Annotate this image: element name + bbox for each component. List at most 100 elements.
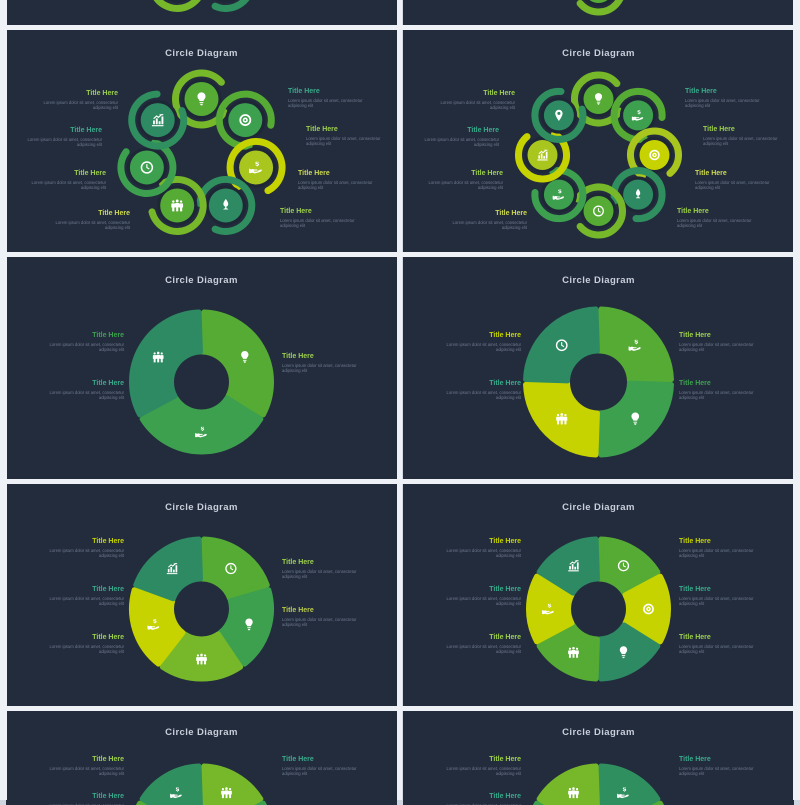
segment-description: Lorem ipsum dolor sit amet, consectetur …	[49, 643, 124, 655]
flower-node-core[interactable]	[584, 0, 614, 3]
donut-segment[interactable]	[200, 763, 264, 805]
chart-bar-icon	[151, 114, 164, 127]
flower-ring-arc	[215, 90, 275, 150]
flower-node[interactable]	[531, 167, 587, 223]
donut-segment[interactable]	[526, 573, 575, 645]
donut-segment[interactable]	[200, 536, 270, 602]
segment-label-block: Title Here Lorem ipsum dolor sit amet, co…	[32, 90, 118, 111]
donut-segment[interactable]	[597, 536, 661, 596]
clock-icon	[617, 560, 630, 572]
hand-money-icon	[195, 426, 207, 438]
flower-node[interactable]	[117, 139, 177, 197]
segment-title: Title Here	[679, 756, 711, 763]
donut-segment[interactable]	[217, 587, 274, 667]
donut-segment[interactable]	[536, 622, 600, 682]
segment-title: Title Here	[92, 756, 124, 763]
flower-node-core[interactable]	[543, 179, 574, 210]
donut-segment[interactable]	[597, 622, 661, 682]
flower-node[interactable]	[610, 87, 666, 143]
panel-r0c1[interactable]: Circle Diagram Title Here Lorem ipsum dolo…	[403, 30, 794, 252]
flower-node[interactable]	[571, 71, 623, 127]
chart-bar-icon	[568, 560, 579, 572]
donut-segment[interactable]	[597, 306, 674, 384]
donut-segment[interactable]	[536, 536, 600, 596]
flower-node[interactable]	[576, 0, 624, 16]
donut-segment[interactable]	[622, 573, 671, 645]
flower-node-gap	[584, 0, 613, 7]
flower-node[interactable]	[172, 69, 228, 129]
segment-label-block: Title Here Lorem ipsum dolor sit amet, co…	[282, 353, 374, 374]
segment-title: Title Here	[92, 332, 124, 339]
flower-node[interactable]	[152, 0, 203, 12]
flower-node[interactable]	[531, 87, 587, 143]
donut-segment[interactable]	[200, 309, 274, 418]
people-icon	[556, 413, 568, 425]
hand-money-icon	[617, 787, 629, 799]
flower-node[interactable]	[610, 167, 666, 223]
panel-r2c1[interactable]: Circle Diagram Title Here Lorem ipsum dolo…	[403, 484, 794, 706]
flower-node-gap	[215, 0, 236, 3]
donut-segment[interactable]	[133, 536, 203, 602]
segment-description: Lorem ipsum dolor sit amet, consectetur …	[703, 135, 778, 147]
flower-node[interactable]	[515, 130, 570, 183]
segment-label-block: Title Here Lorem ipsum dolor sit amet, co…	[16, 127, 102, 148]
donut-segment[interactable]	[129, 587, 186, 667]
flower-node[interactable]	[196, 175, 256, 235]
flower-node[interactable]	[627, 127, 682, 180]
segment-description: Lorem ipsum dolor sit amet, consectetur …	[27, 136, 102, 148]
flower-node[interactable]	[148, 175, 207, 235]
donut-segment[interactable]	[597, 763, 661, 805]
panel-r1c0[interactable]: Circle Diagram Title Here Lorem ipsum dolo…	[6, 257, 397, 479]
flower-node-core[interactable]	[239, 150, 274, 185]
segment-title: Title Here	[282, 353, 314, 360]
segment-title: Title Here	[86, 90, 118, 97]
flower-node[interactable]	[128, 90, 188, 150]
flower-node-core[interactable]	[228, 103, 263, 138]
segment-title: Title Here	[92, 380, 124, 387]
diagram-canvas	[533, 763, 664, 805]
segment-label-block: Title Here Lorem ipsum dolor sit amet, co…	[298, 170, 384, 191]
segment-description: Lorem ipsum dolor sit amet, consectetur …	[55, 219, 130, 231]
panel-r2c0[interactable]: Circle Diagram Title Here Lorem ipsum dolo…	[6, 484, 397, 706]
donut-segment[interactable]	[159, 631, 244, 682]
hand-money-icon	[542, 603, 554, 615]
flower-node[interactable]	[574, 183, 626, 239]
panel-r3c0[interactable]: Circle Diagram Title Here Lorem ipsum dolo…	[6, 711, 397, 805]
segment-title: Title Here	[703, 126, 735, 133]
segment-label-block: Title Here Lorem ipsum dolor sit amet, co…	[32, 586, 124, 607]
diagram-canvas	[117, 69, 286, 235]
segment-label-block: Title Here Lorem ipsum dolor sit amet, co…	[32, 538, 124, 559]
segment-description: Lorem ipsum dolor sit amet, consectetur …	[679, 547, 754, 559]
segment-label-block: Title Here Lorem ipsum dolor sit amet, co…	[441, 210, 527, 231]
donut-segment[interactable]	[129, 309, 203, 418]
donut-segment[interactable]	[597, 380, 674, 458]
flower-ring-arc	[571, 71, 623, 127]
segment-description: Lorem ipsum dolor sit amet, consectetur …	[282, 616, 357, 628]
segment-label-block: Title Here Lorem ipsum dolor sit amet, co…	[679, 538, 771, 559]
flower-node[interactable]	[200, 0, 252, 12]
panel-r1c1[interactable]: Circle Diagram Title Here Lorem ipsum dolo…	[403, 257, 794, 479]
clock-icon	[555, 339, 568, 352]
panel-r3c1[interactable]: Circle Diagram Title Here Lorem ipsum dolo…	[403, 711, 794, 805]
donut-segment[interactable]	[523, 306, 600, 384]
flower-node-core[interactable]	[623, 100, 654, 131]
flower-ring-arc	[196, 175, 256, 235]
segment-title: Title Here	[489, 634, 521, 641]
donut-segment[interactable]	[139, 763, 203, 805]
diagram-canvas	[576, 0, 624, 16]
segment-title: Title Here	[489, 538, 521, 545]
donut-segment[interactable]	[523, 380, 600, 458]
segment-title: Title Here	[288, 88, 320, 95]
flower-node[interactable]	[226, 138, 286, 195]
donut-segment[interactable]	[139, 395, 264, 455]
panel-r0c0[interactable]: Circle Diagram Title Here Lorem ipsum dolo…	[6, 30, 397, 252]
segment-title: Title Here	[467, 127, 499, 134]
segment-label-block: Title Here Lorem ipsum dolor sit amet, co…	[32, 634, 124, 655]
hand-money-icon	[552, 189, 564, 200]
donut-segment[interactable]	[536, 763, 600, 805]
flower-node[interactable]	[215, 90, 275, 150]
segment-label-block: Title Here Lorem ipsum dolor sit amet, co…	[417, 170, 503, 191]
segment-label-block: Title Here Lorem ipsum dolor sit amet, co…	[282, 756, 374, 777]
gutter-right-edge	[793, 0, 800, 800]
flower-ring-arc	[576, 0, 624, 16]
